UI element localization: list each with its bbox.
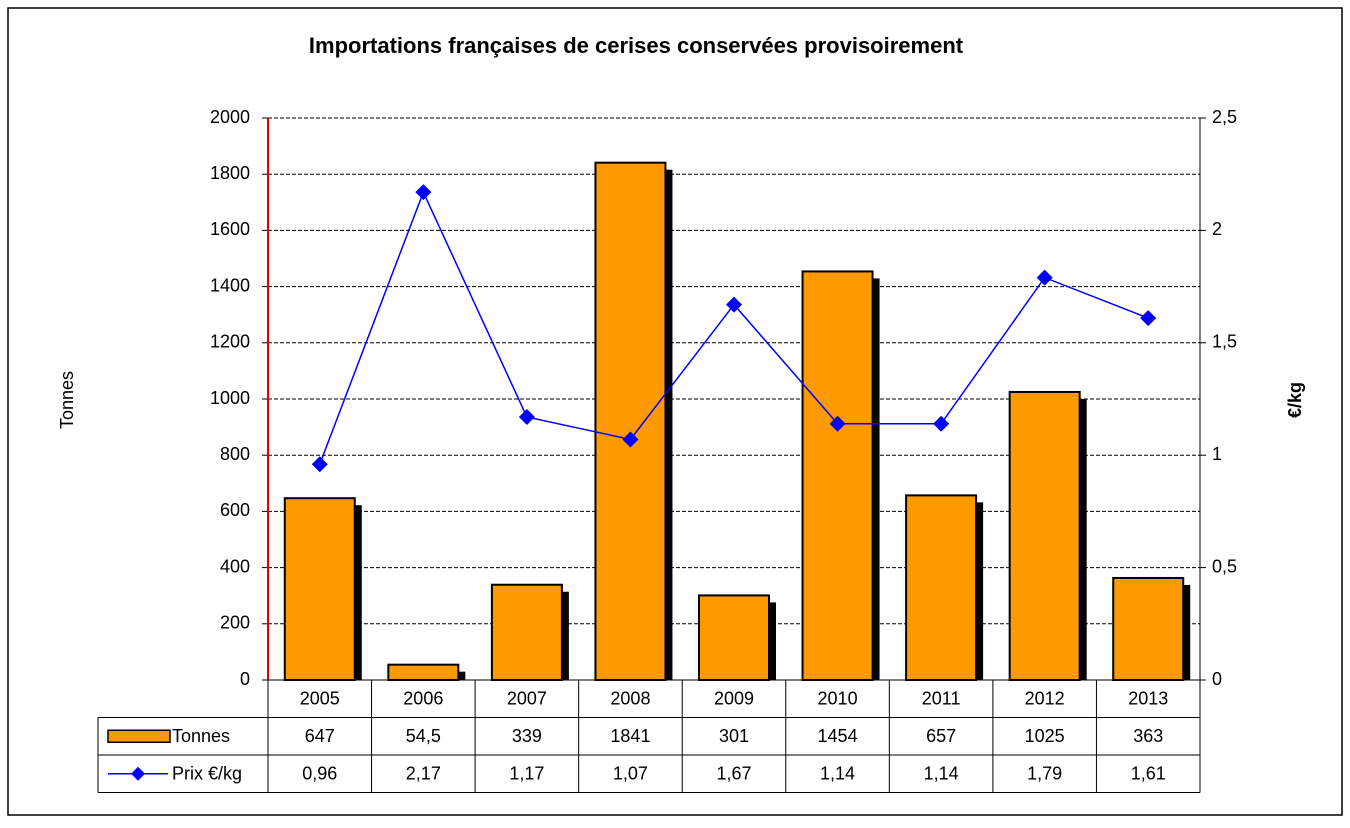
table-value: 1,14 bbox=[820, 764, 855, 784]
table-value: 0,96 bbox=[302, 764, 337, 784]
y-tick-label: 0 bbox=[240, 669, 250, 689]
y2-tick-label: 2 bbox=[1212, 219, 1222, 239]
table-value: 1,61 bbox=[1131, 764, 1166, 784]
y-tick-label: 1000 bbox=[210, 388, 250, 408]
y-tick-label: 1400 bbox=[210, 275, 250, 295]
y2-tick-label: 1 bbox=[1212, 444, 1222, 464]
y-tick-label: 200 bbox=[220, 613, 250, 633]
table-value: 1,67 bbox=[716, 764, 751, 784]
y-tick-label: 600 bbox=[220, 500, 250, 520]
table-value: 1025 bbox=[1025, 726, 1065, 746]
chart-title: Importations françaises de cerises conse… bbox=[309, 33, 964, 58]
y2-tick-label: 1,5 bbox=[1212, 332, 1237, 352]
bar bbox=[594, 161, 667, 681]
marker bbox=[1036, 269, 1053, 286]
y-tick-label: 2000 bbox=[210, 107, 250, 127]
table-value: 2,17 bbox=[406, 764, 441, 784]
x-tick-label: 2010 bbox=[818, 689, 858, 709]
table-value: 1,79 bbox=[1027, 764, 1062, 784]
x-tick-label: 2012 bbox=[1025, 689, 1065, 709]
marker bbox=[933, 415, 950, 432]
bar bbox=[490, 583, 563, 682]
marker bbox=[518, 408, 535, 425]
table-value: 647 bbox=[305, 726, 335, 746]
legend-marker bbox=[131, 766, 145, 781]
x-tick-label: 2007 bbox=[507, 689, 547, 709]
y2-axis-label: €/kg bbox=[1285, 382, 1305, 418]
table-value: 1,07 bbox=[613, 764, 648, 784]
marker bbox=[311, 456, 328, 473]
legend-label: Tonnes bbox=[172, 726, 230, 746]
y-tick-label: 1800 bbox=[210, 163, 250, 183]
x-tick-label: 2005 bbox=[300, 689, 340, 709]
x-tick-label: 2009 bbox=[714, 689, 754, 709]
bar bbox=[801, 270, 874, 681]
marker bbox=[1140, 310, 1157, 327]
table-value: 1,14 bbox=[924, 764, 959, 784]
table-value: 54,5 bbox=[406, 726, 441, 746]
table-value: 363 bbox=[1133, 726, 1163, 746]
bar bbox=[905, 494, 978, 681]
bar bbox=[283, 497, 356, 681]
legend-swatch bbox=[107, 729, 171, 743]
marker bbox=[726, 296, 742, 313]
x-tick-label: 2013 bbox=[1128, 689, 1168, 709]
table-value: 1,17 bbox=[509, 764, 544, 784]
bar bbox=[698, 594, 770, 682]
y-tick-label: 1200 bbox=[210, 332, 250, 352]
table-value: 1841 bbox=[610, 726, 650, 746]
x-tick-label: 2006 bbox=[403, 689, 443, 709]
bar bbox=[1112, 576, 1185, 682]
bar bbox=[387, 663, 460, 681]
table-value: 301 bbox=[719, 726, 749, 746]
x-tick-label: 2011 bbox=[922, 689, 961, 709]
y-tick-label: 1600 bbox=[210, 219, 250, 239]
table-value: 339 bbox=[512, 726, 542, 746]
marker bbox=[622, 431, 639, 448]
y2-tick-label: 0 bbox=[1212, 669, 1222, 689]
bar bbox=[1008, 390, 1081, 681]
table-value: 1454 bbox=[818, 726, 858, 746]
y-tick-label: 800 bbox=[220, 444, 250, 464]
y-tick-label: 400 bbox=[220, 556, 250, 576]
y-axis-label: Tonnes bbox=[57, 371, 77, 429]
legend-label: Prix €/kg bbox=[172, 764, 242, 784]
x-tick-label: 2008 bbox=[610, 689, 650, 709]
table-value: 657 bbox=[926, 726, 956, 746]
marker bbox=[415, 184, 432, 201]
marker bbox=[829, 415, 846, 432]
y2-tick-label: 0,5 bbox=[1212, 556, 1237, 576]
y2-tick-label: 2,5 bbox=[1212, 107, 1237, 127]
